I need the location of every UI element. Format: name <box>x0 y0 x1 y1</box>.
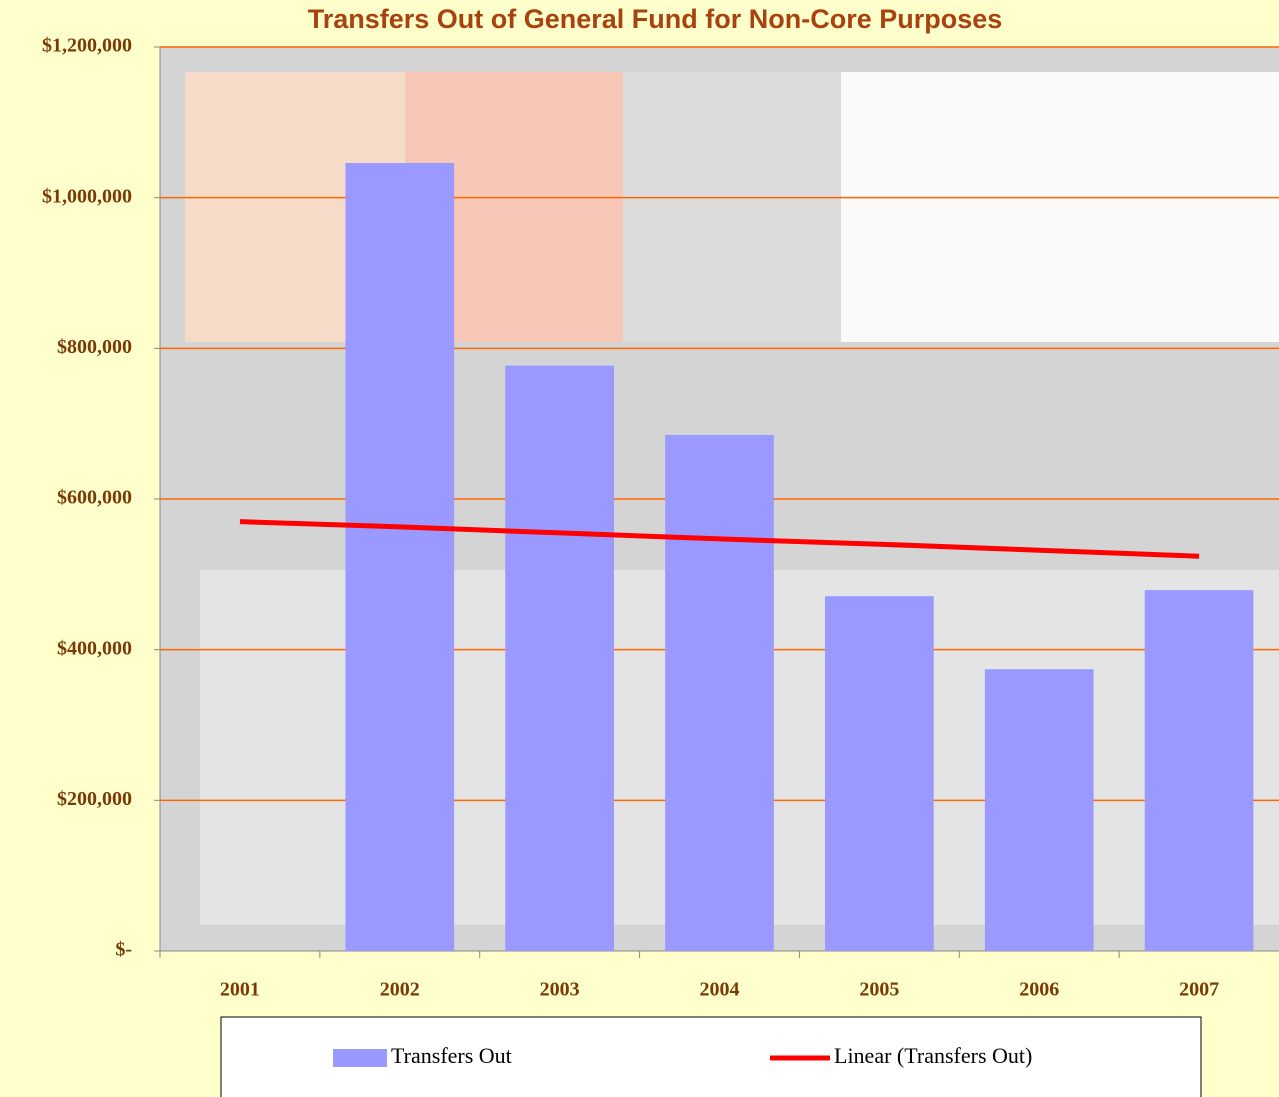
y-tick-label: $1,000,000 <box>42 185 132 207</box>
x-tick-label: 2006 <box>1019 979 1059 1001</box>
chart: Transfers Out of General Fund for Non-Co… <box>0 0 1279 1097</box>
x-tick-label: 2005 <box>859 979 899 1001</box>
page: Transfers Out of General Fund for Non-Co… <box>0 0 1279 1097</box>
bar <box>985 669 1094 951</box>
x-tick-label: 2003 <box>540 979 580 1001</box>
bar <box>665 435 774 951</box>
y-tick-label: $1,200,000 <box>42 35 132 57</box>
bar <box>505 366 614 951</box>
y-tick-label: $600,000 <box>57 487 132 509</box>
x-tick-label: 2002 <box>380 979 420 1001</box>
x-tick-label: 2001 <box>220 979 260 1001</box>
bar <box>825 596 934 951</box>
y-tick-label: $- <box>115 939 132 961</box>
bar <box>345 163 454 951</box>
legend-label: Transfers Out <box>391 1043 512 1068</box>
x-tick-label: 2004 <box>700 979 740 1001</box>
bar <box>1145 590 1254 951</box>
background-art <box>841 72 1279 342</box>
legend-label: Linear (Transfers Out) <box>834 1043 1032 1068</box>
chart-title: Transfers Out of General Fund for Non-Co… <box>308 4 1003 34</box>
y-tick-label: $200,000 <box>57 788 132 810</box>
x-tick-label: 2007 <box>1179 979 1219 1001</box>
background-art <box>623 72 841 342</box>
legend-swatch <box>333 1049 387 1067</box>
y-tick-label: $400,000 <box>57 637 132 659</box>
y-tick-label: $800,000 <box>57 336 132 358</box>
